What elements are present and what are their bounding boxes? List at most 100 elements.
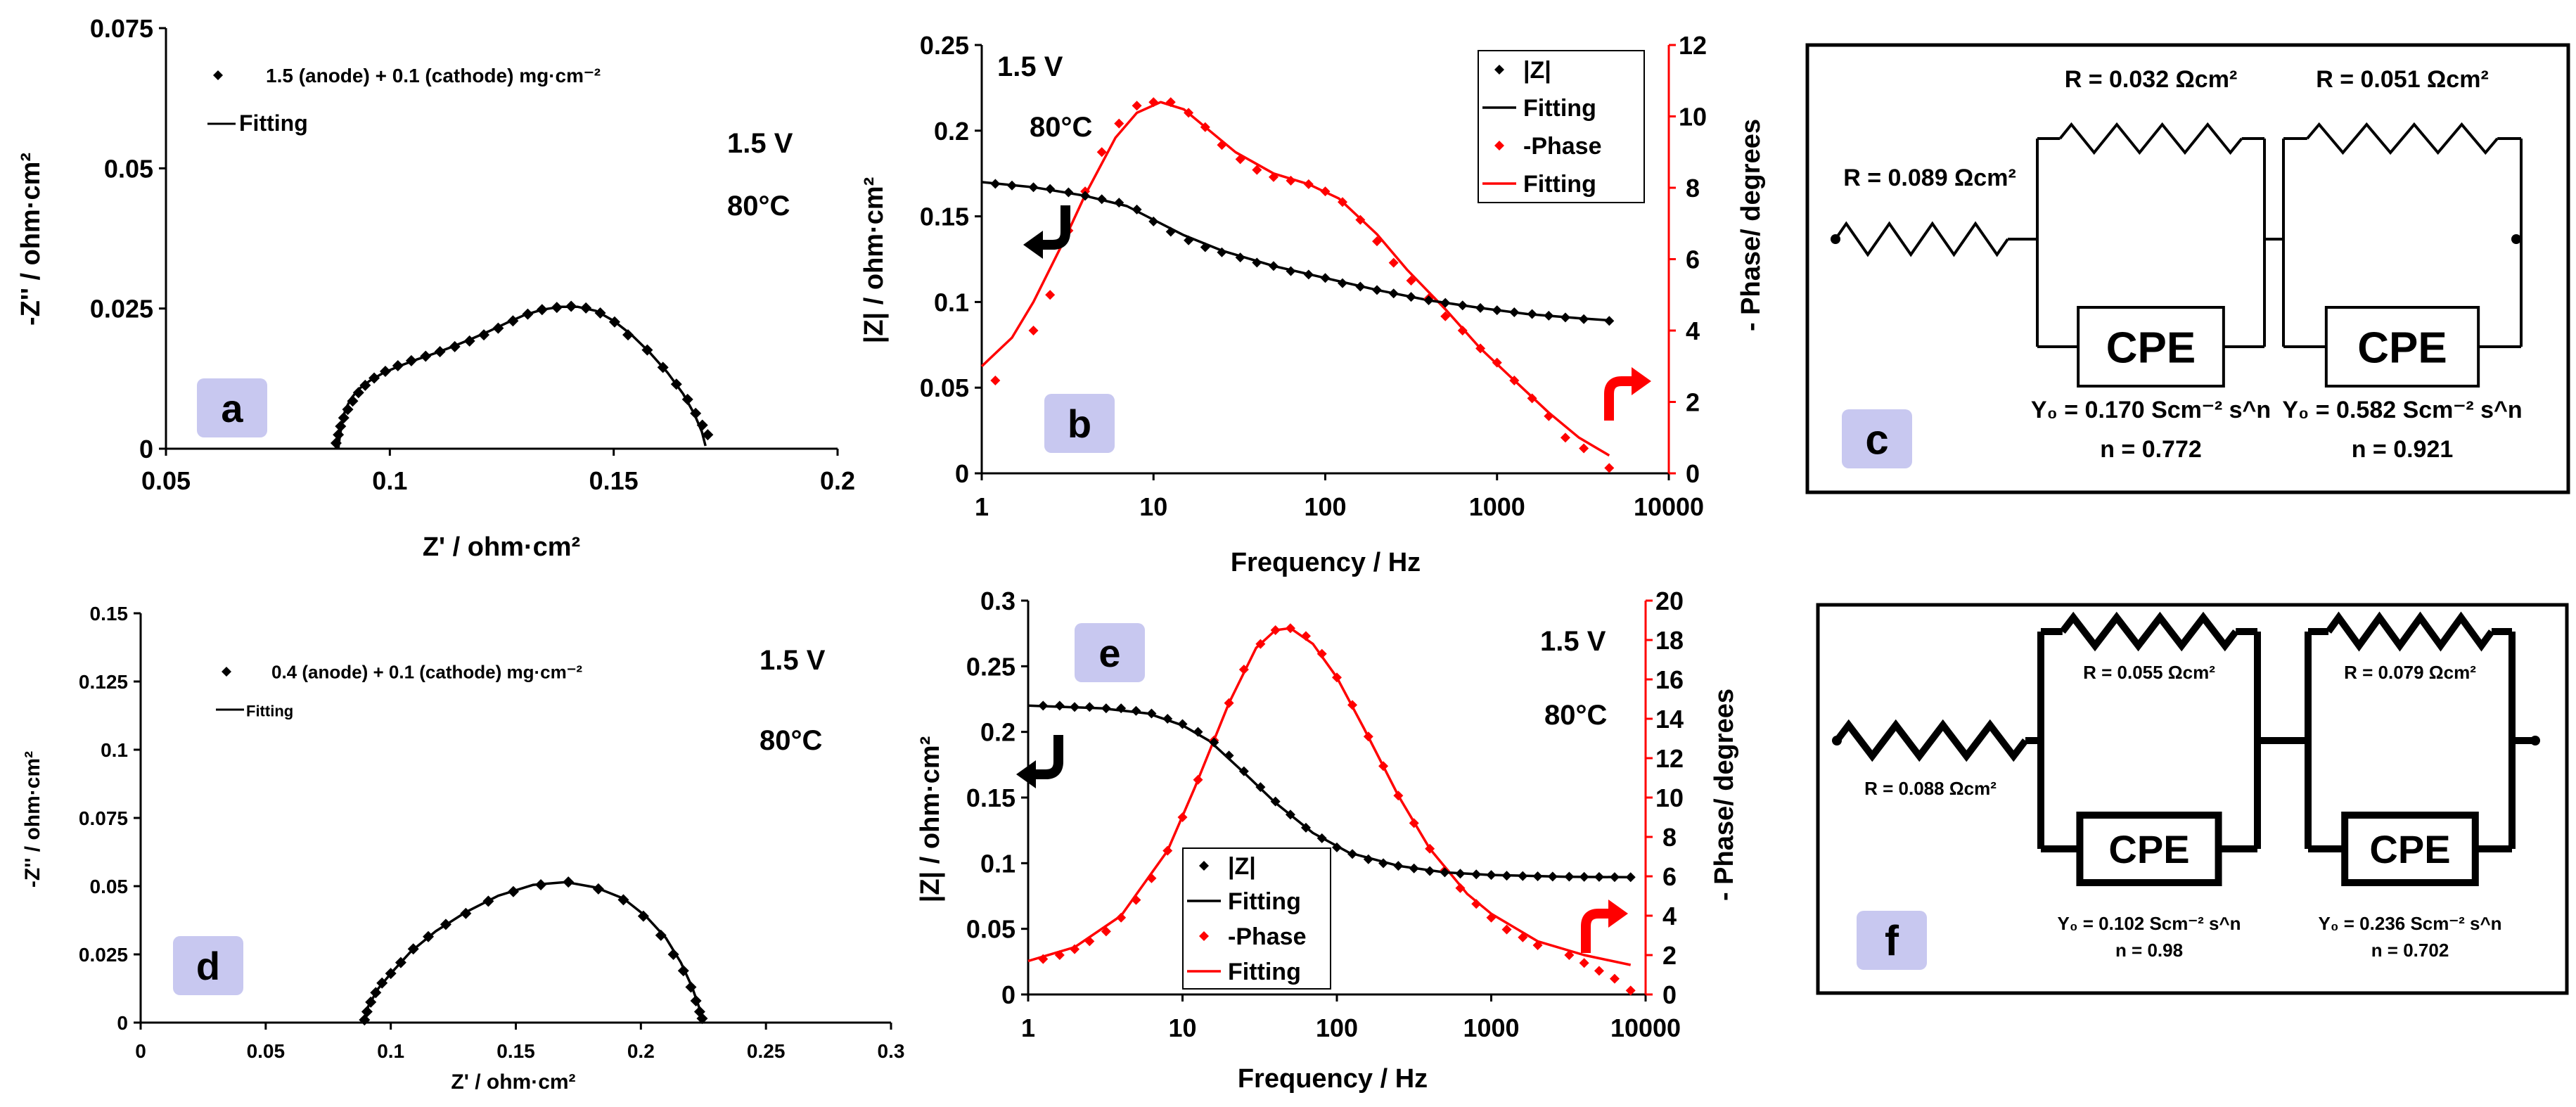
x-tick-label: 10000: [1610, 1013, 1681, 1042]
z-point: [1355, 281, 1366, 292]
data-point: [685, 981, 697, 993]
phase-point: [1238, 665, 1249, 674]
y-tick-label: 0.25: [966, 652, 1015, 681]
n-label-1: n = 0.98: [2115, 940, 2183, 961]
y2-tick-label: 0: [1662, 980, 1677, 1009]
z-point: [1217, 247, 1227, 257]
y-tick-label: 0.1: [980, 849, 1015, 878]
y-tick-label: 0: [139, 435, 153, 463]
terminal-right: [2511, 234, 2521, 244]
y-axis-label: |Z| / ohm·cm²: [859, 177, 889, 344]
legend-label: Fitting: [1523, 95, 1596, 122]
phase-point: [990, 376, 1001, 386]
z-point: [1007, 180, 1018, 191]
z-point: [1286, 266, 1296, 276]
y-tick-label: 0.05: [920, 373, 969, 402]
z-point: [1544, 310, 1554, 321]
phase-point: [1084, 936, 1095, 947]
phase-point: [1388, 257, 1399, 268]
x-tick-label: 0.25: [747, 1040, 786, 1062]
x-tick-label: 0.1: [372, 466, 407, 495]
data-point: [440, 919, 451, 930]
y-tick-label: 0: [1001, 980, 1015, 1009]
y0-label-1: Y₀ = 0.170 Scm⁻² s^n: [2031, 397, 2271, 423]
data-point: [622, 329, 634, 341]
z-point: [1116, 703, 1127, 714]
arrow-head: [1016, 760, 1036, 788]
phase-point: [1320, 186, 1331, 197]
data-point: [449, 340, 461, 352]
x-tick-label: 0.15: [589, 466, 639, 495]
phase-point: [1028, 326, 1039, 335]
phase-point: [1177, 812, 1188, 822]
panel-label-bg: [1857, 911, 1927, 970]
z-point: [1114, 198, 1124, 208]
y-tick-label: 0.3: [980, 587, 1015, 615]
phase-point: [1300, 631, 1311, 641]
y-axis-label: |Z| / ohm·cm²: [916, 736, 945, 903]
y2-tick-label: 18: [1655, 626, 1684, 655]
fit-line: [337, 305, 707, 449]
legend-label: -Phase: [1523, 133, 1602, 160]
y-tick-label: 0.1: [101, 739, 128, 761]
arrow-stem: [1581, 909, 1608, 953]
data-point: [536, 304, 548, 316]
phase-point: [1393, 791, 1404, 801]
data-point: [463, 335, 475, 347]
x-tick-label: 0.1: [377, 1040, 404, 1062]
phase-point: [1492, 357, 1502, 368]
data-point: [617, 894, 629, 906]
data-point: [565, 300, 577, 312]
z-point: [1063, 187, 1074, 198]
annotation-voltage: 1.5 V: [1540, 626, 1606, 657]
annotation-temperature: 80°C: [727, 191, 790, 222]
panel-label-bg: [197, 378, 267, 437]
phase-point: [1316, 648, 1327, 659]
phase-point: [1604, 463, 1615, 473]
legend-label: -Phase: [1228, 923, 1307, 950]
data-point: [677, 965, 689, 977]
z-point: [1338, 278, 1348, 288]
y2-tick-label: 4: [1686, 316, 1700, 345]
y2-tick-label: 14: [1655, 705, 1684, 734]
z-point: [1193, 727, 1203, 737]
cpe-label: CPE: [2108, 827, 2189, 871]
z-point: [1594, 871, 1604, 882]
panel-label-bg: [173, 936, 243, 995]
y-axis-label: -Z'' / ohm·cm²: [16, 153, 46, 326]
y2-tick-label: 4: [1662, 902, 1677, 930]
x-tick-label: 100: [1316, 1013, 1358, 1042]
z-point: [1492, 305, 1502, 316]
z-point: [1455, 869, 1466, 879]
cpe-label: CPE: [2369, 827, 2450, 871]
z-point: [1406, 292, 1416, 302]
data-point: [667, 949, 679, 960]
data-point: [608, 316, 620, 328]
terminal-right: [2530, 736, 2540, 746]
resistor-label-series: R = 0.088 Ωcm²: [1864, 778, 1997, 799]
x-tick-label: 0.15: [496, 1040, 535, 1062]
data-point: [330, 437, 342, 449]
panel-label-bg: [1044, 394, 1115, 453]
cpe-label: CPE: [2357, 324, 2447, 372]
data-point: [681, 393, 693, 405]
annotation-voltage: 1.5 V: [727, 128, 793, 159]
y-tick-label: 0.025: [79, 944, 128, 966]
resistor-label-1: R = 0.055 Ωcm²: [2083, 662, 2215, 683]
z-point: [1101, 703, 1111, 714]
data-point: [690, 994, 702, 1006]
y-tick-label: 0.15: [90, 603, 129, 625]
circuit-f: CPE R = 0.055 Ωcm² Y₀ = 0.102 Scm⁻² s^n n =…: [1816, 603, 2569, 995]
phase-point: [1544, 411, 1554, 421]
legend-box: [1182, 847, 1331, 990]
y2-tick-label: 12: [1679, 31, 1707, 60]
annotation-temperature: 80°C: [760, 725, 822, 756]
y-tick-label: 0.025: [90, 295, 153, 324]
z-point: [1162, 714, 1173, 724]
chart-d: 0 0.05 0.1 0.15 0.2 0.25 0.3 0 0.025 0.05 0.075 0.1…: [21, 603, 904, 1094]
phase-point: [1165, 97, 1176, 108]
panel-label-bg: [1842, 409, 1912, 468]
x-tick-label: 10: [1139, 492, 1167, 521]
y-tick-label: 0: [117, 1012, 128, 1034]
x-axis-label: Z' / ohm·cm²: [451, 1070, 575, 1094]
